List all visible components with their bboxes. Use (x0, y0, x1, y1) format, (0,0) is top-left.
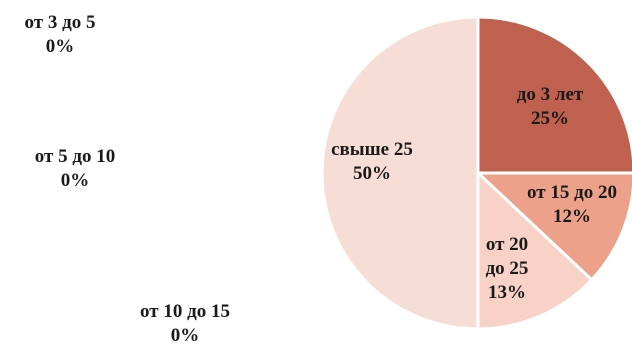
slice-label: от 20 до 25 13% (486, 234, 529, 303)
slice-percent: 0% (171, 325, 200, 346)
pie-slice (320, 15, 480, 331)
slice-name: от 5 до 10 (35, 146, 115, 167)
slice-name: до 25 (486, 258, 529, 279)
slice-percent: 25% (531, 108, 569, 129)
slice-percent: 50% (353, 163, 391, 184)
slice-name: от 10 до 15 (140, 301, 230, 322)
slice-percent: 0% (61, 170, 90, 191)
slice-label: свыше 25 50% (331, 139, 413, 184)
slice-label: от 3 до 5 0% (25, 12, 96, 57)
pie-slice (476, 169, 594, 331)
slice-percent: 12% (553, 206, 591, 227)
slice-percent: 0% (46, 36, 75, 57)
slice-percent: 13% (488, 282, 526, 303)
slice-label: до 3 лет 25% (517, 84, 584, 129)
slice-name: свыше 25 (331, 139, 413, 160)
slice-name: от 15 до 20 (527, 182, 617, 203)
slice-label: от 10 до 15 0% (140, 301, 230, 346)
slice-name: от 20 (486, 234, 528, 255)
slice-label: от 5 до 10 0% (35, 146, 115, 191)
slice-name: до 3 лет (517, 84, 584, 105)
slice-label: от 15 до 20 12% (527, 182, 617, 227)
slice-name: от 3 до 5 (25, 12, 96, 33)
pie-slice (474, 171, 632, 282)
